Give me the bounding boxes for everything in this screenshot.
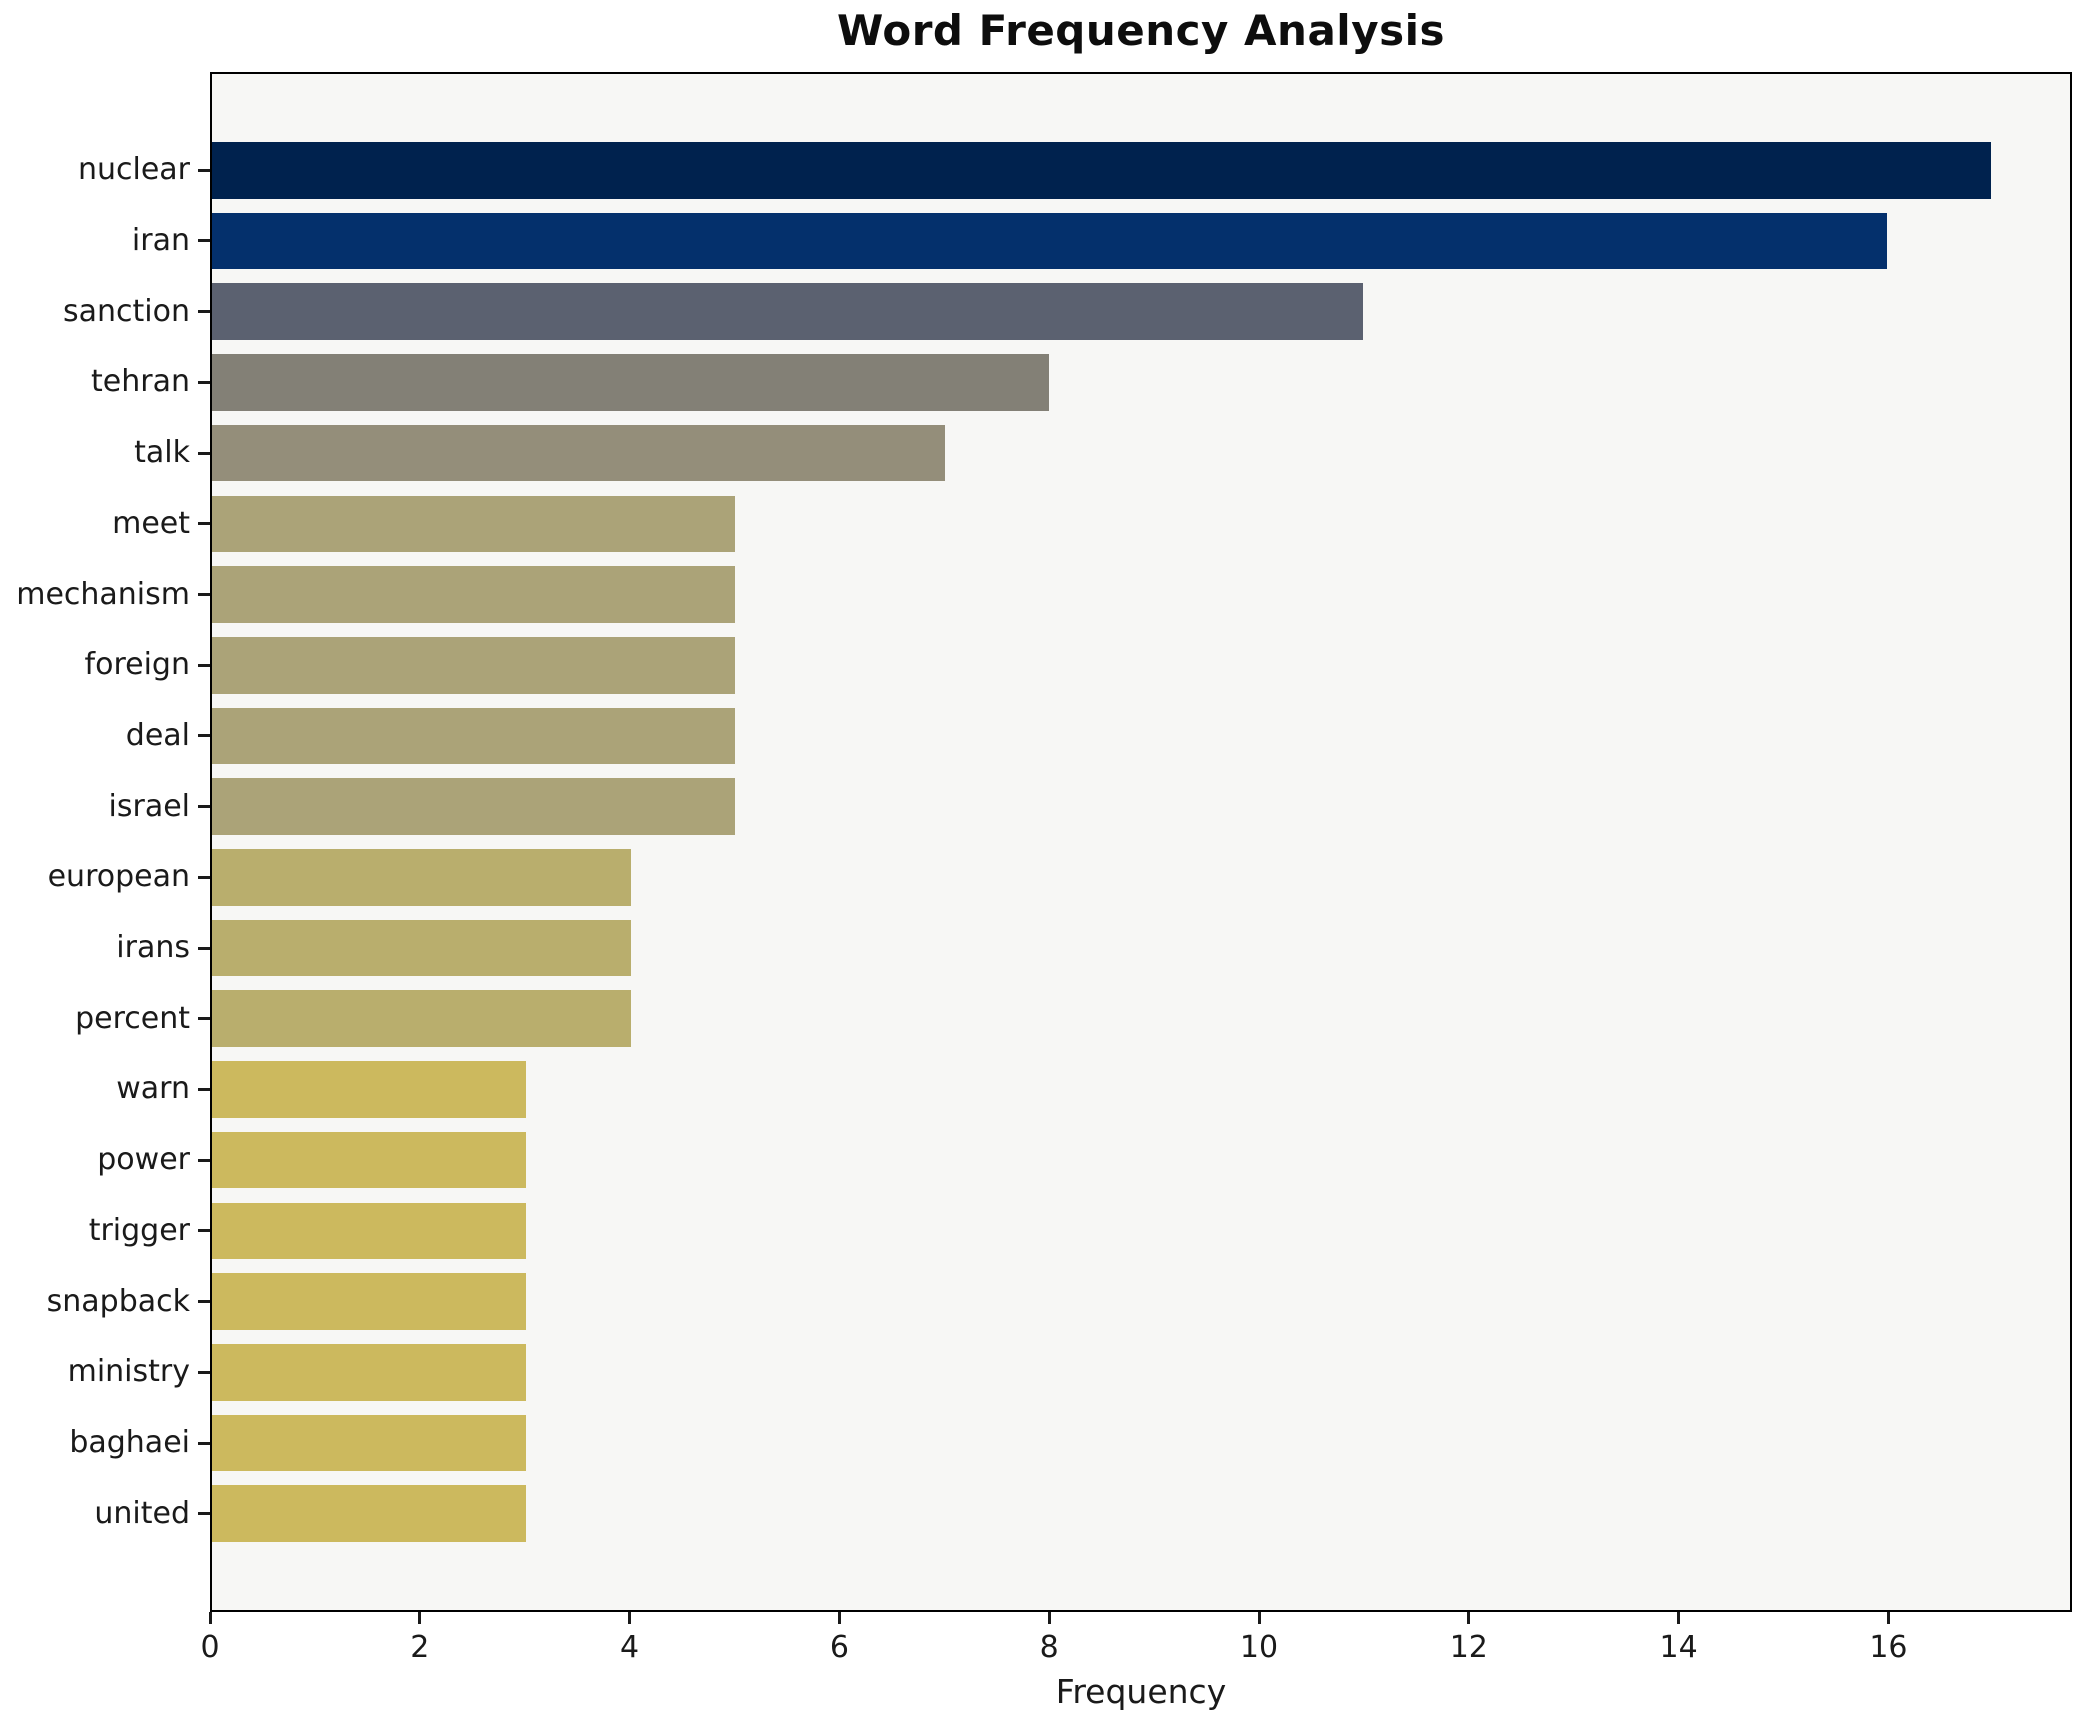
y-tick-label-baghaei: baghaei: [69, 1425, 190, 1460]
y-tick-mark: [198, 805, 210, 809]
bar-snapback: [212, 1273, 527, 1330]
y-tick-mark: [198, 239, 210, 243]
x-tick-mark: [1047, 1612, 1051, 1624]
y-tick-mark: [198, 1512, 210, 1516]
y-tick-label-ministry: ministry: [67, 1354, 190, 1390]
bar-deal: [212, 707, 736, 765]
y-tick-label-snapback: snapback: [46, 1283, 190, 1319]
y-tick-label-percent: percent: [75, 1000, 190, 1036]
x-tick-mark: [628, 1612, 632, 1624]
y-tick-label-united: united: [94, 1495, 190, 1531]
bar-irans: [212, 919, 631, 977]
x-tick-label-4: 4: [620, 1630, 640, 1665]
y-tick-label-meet: meet: [112, 505, 190, 541]
x-tick-label-6: 6: [829, 1630, 849, 1665]
x-tick-label-16: 16: [1869, 1630, 1908, 1665]
y-tick-mark: [198, 1158, 210, 1162]
bar-european: [212, 849, 631, 906]
bar-israel: [212, 778, 736, 835]
x-axis-title: Frequency: [1055, 1672, 1227, 1711]
bar-tehran: [212, 354, 1050, 411]
x-tick-mark: [1677, 1612, 1681, 1624]
bar-ministry: [212, 1344, 527, 1401]
y-tick-label-deal: deal: [125, 717, 190, 753]
bar-meet: [212, 495, 736, 553]
y-tick-mark: [198, 875, 210, 879]
y-tick-mark: [198, 380, 210, 384]
bar-power: [212, 1131, 527, 1189]
x-tick-mark: [418, 1612, 422, 1624]
y-tick-mark: [198, 1087, 210, 1091]
y-tick-label-mechanism: mechanism: [16, 576, 190, 612]
y-tick-label-iran: iran: [131, 222, 190, 258]
bar-foreign: [212, 636, 736, 694]
x-tick-label-0: 0: [200, 1630, 220, 1665]
y-tick-mark: [198, 451, 210, 455]
y-tick-mark: [198, 734, 210, 738]
x-tick-label-12: 12: [1449, 1630, 1488, 1665]
y-tick-label-trigger: trigger: [88, 1212, 190, 1248]
y-tick-mark: [198, 1300, 210, 1304]
y-tick-label-talk: talk: [134, 435, 190, 471]
y-tick-label-sanction: sanction: [63, 293, 190, 329]
bar-sanction: [212, 283, 1364, 340]
x-tick-mark: [837, 1612, 841, 1624]
y-tick-mark: [198, 1017, 210, 1021]
x-tick-label-2: 2: [410, 1630, 430, 1665]
x-tick-mark: [1886, 1612, 1890, 1624]
y-tick-label-power: power: [97, 1142, 190, 1178]
y-tick-mark: [198, 168, 210, 172]
y-tick-label-nuclear: nuclear: [77, 152, 190, 188]
bar-baghaei: [212, 1414, 527, 1472]
y-tick-label-tehran: tehran: [91, 364, 190, 400]
y-tick-label-european: european: [47, 859, 190, 895]
bar-warn: [212, 1061, 527, 1118]
bar-nuclear: [212, 142, 1992, 199]
bar-mechanism: [212, 566, 736, 623]
x-tick-label-14: 14: [1659, 1630, 1698, 1665]
x-tick-mark: [1467, 1612, 1471, 1624]
y-tick-label-irans: irans: [116, 930, 190, 966]
y-tick-label-foreign: foreign: [84, 647, 190, 683]
x-tick-mark: [208, 1612, 212, 1624]
y-tick-label-israel: israel: [108, 788, 190, 824]
bar-united: [212, 1485, 527, 1542]
bar-percent: [212, 990, 631, 1048]
x-tick-label-10: 10: [1239, 1630, 1279, 1665]
bar-iran: [212, 212, 1887, 270]
y-tick-mark: [198, 310, 210, 314]
y-tick-mark: [198, 1229, 210, 1233]
y-tick-mark: [198, 593, 210, 597]
chart-title: Word Frequency Analysis: [837, 6, 1445, 55]
bar-trigger: [212, 1202, 527, 1260]
y-tick-mark: [198, 522, 210, 526]
x-tick-label-8: 8: [1039, 1630, 1059, 1665]
y-tick-mark: [198, 946, 210, 950]
y-tick-label-warn: warn: [116, 1071, 190, 1107]
x-tick-mark: [1257, 1612, 1261, 1624]
y-tick-mark: [198, 663, 210, 667]
y-tick-mark: [198, 1441, 210, 1445]
bar-talk: [212, 424, 945, 482]
y-tick-mark: [198, 1370, 210, 1374]
